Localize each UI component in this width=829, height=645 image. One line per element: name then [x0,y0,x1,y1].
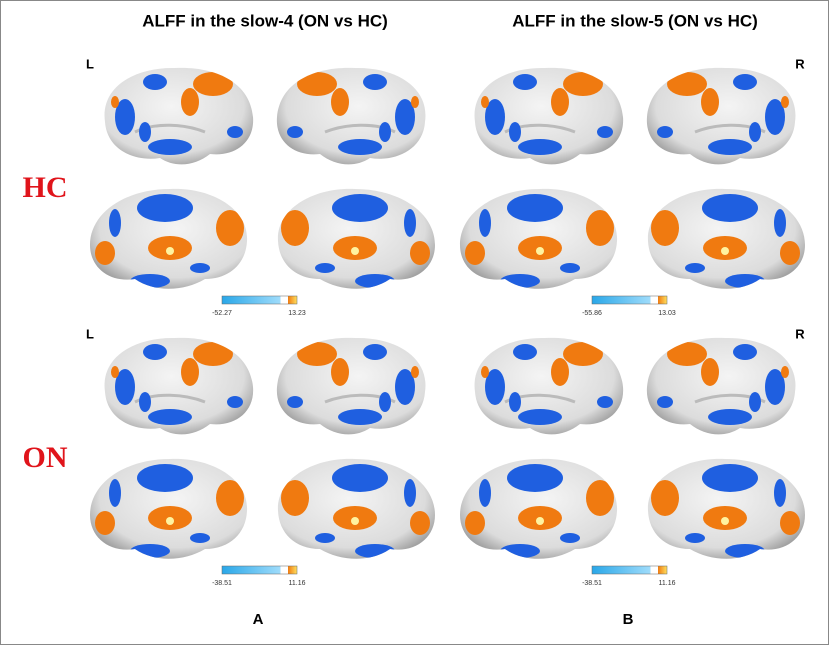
panel-label: A [253,611,264,628]
brain-medial [460,459,617,559]
brain-medial [90,459,247,559]
colorbar [221,565,298,575]
brain-lateral [647,338,796,435]
brain-medial [90,189,247,289]
brain-lateral [105,68,254,165]
brain-medial [278,459,435,559]
colorbar-max: 11.16 [289,580,306,587]
brain-lateral [475,68,624,165]
brain-lateral [647,68,796,165]
brain-medial [278,189,435,289]
colorbar-min: -55.86 [582,310,602,317]
column-title: ALFF in the slow-4 (ON vs HC) [142,11,388,30]
hemisphere-label: L [86,56,94,71]
brain-medial [648,459,805,559]
colorbar [591,565,668,575]
hemisphere-label: R [795,326,805,341]
brain-lateral [105,338,254,435]
column-title: ALFF in the slow-5 (ON vs HC) [512,11,758,30]
colorbar-min: -38.51 [212,580,232,587]
colorbar [221,295,298,305]
brain-lateral [475,338,624,435]
brain-medial [648,189,805,289]
colorbar-min: -38.51 [582,580,602,587]
colorbar-min: -52.27 [212,310,232,317]
colorbar [591,295,668,305]
brain-lateral [277,68,426,165]
colorbar-max: 13.23 [288,310,306,317]
brain-lateral [277,338,426,435]
colorbar-max: 11.16 [659,580,676,587]
brain-medial [460,189,617,289]
panel-label: B [623,611,634,628]
row-label: ON [23,441,68,474]
row-label: HC [23,171,68,204]
colorbar-max: 13.03 [658,310,676,317]
hemisphere-label: R [795,56,805,71]
hemisphere-label: L [86,326,94,341]
